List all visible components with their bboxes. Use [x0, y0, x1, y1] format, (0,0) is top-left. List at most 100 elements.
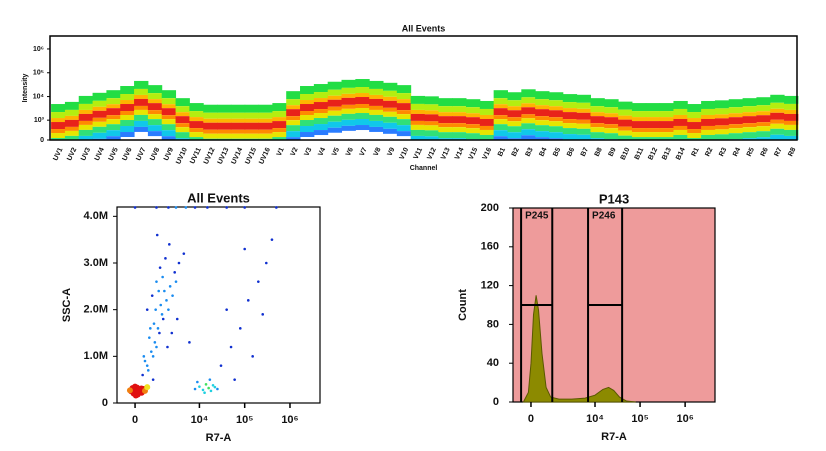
intensity-band: [230, 129, 246, 134]
event-point: [160, 313, 164, 316]
x-tick-label: B11: [634, 147, 646, 161]
event-point: [151, 355, 155, 358]
event-point: [152, 322, 156, 325]
intensity-band: [452, 112, 467, 117]
intensity-band: [175, 106, 190, 113]
intensity-band: [244, 122, 260, 130]
intensity-band: [438, 116, 453, 124]
event-point: [145, 364, 149, 367]
intensity-band: [106, 90, 121, 99]
y-tick-label: 10³: [34, 117, 45, 124]
intensity-band: [300, 104, 315, 112]
intensity-band: [535, 137, 550, 140]
intensity-band: [383, 96, 398, 101]
y-tick-label: 0: [493, 396, 499, 408]
intensity-band: [714, 125, 730, 130]
event-point: [161, 317, 165, 321]
intensity-band: [548, 110, 564, 118]
intensity-band: [92, 110, 107, 118]
intensity-band: [673, 134, 688, 140]
intensity-band: [383, 82, 398, 91]
intensity-band: [341, 93, 356, 98]
event-point: [251, 355, 254, 358]
x-tick-label: UV8: [149, 147, 161, 162]
intensity-band: [714, 108, 730, 115]
intensity-band: [479, 114, 495, 119]
intensity-band: [659, 121, 674, 129]
x-tick-label: UV15: [244, 147, 258, 166]
intensity-band: [631, 137, 647, 140]
intensity-band: [410, 135, 425, 140]
intensity-band: [134, 94, 149, 99]
intensity-band: [687, 104, 702, 113]
intensity-band: [258, 133, 273, 139]
intensity-band: [576, 94, 591, 103]
x-tick-label: UV7: [135, 147, 147, 162]
intensity-band: [756, 97, 771, 106]
x-tick-label: UV1: [52, 147, 64, 162]
intensity-band: [341, 108, 356, 114]
chart-title: All Events: [187, 190, 250, 205]
intensity-band: [396, 93, 412, 100]
x-tick-label: UV3: [80, 147, 92, 162]
intensity-band: [64, 135, 80, 140]
y-tick-label: 200: [481, 202, 499, 214]
intensity-band: [479, 100, 495, 109]
intensity-band: [120, 132, 135, 138]
intensity-band: [521, 107, 536, 115]
intensity-band: [548, 106, 564, 111]
intensity-band: [701, 129, 716, 135]
y-axis-label: SSC-A: [61, 288, 73, 322]
intensity-band: [535, 120, 550, 126]
intensity-band: [493, 136, 508, 140]
event-point: [155, 345, 158, 349]
intensity-band: [659, 111, 674, 118]
intensity-band: [507, 126, 522, 133]
y-tick-label: 3.0M: [84, 257, 108, 269]
x-axis-label: Channel: [410, 165, 438, 172]
event-point: [155, 233, 159, 237]
intensity-band: [203, 104, 218, 113]
intensity-band: [493, 108, 508, 116]
event-point: [177, 261, 181, 265]
event-point: [165, 299, 168, 302]
y-tick-label: 4.0M: [84, 210, 108, 222]
event-point: [193, 387, 197, 391]
intensity-band: [687, 118, 702, 123]
x-tick-label: V12: [426, 147, 438, 161]
intensity-band: [92, 92, 107, 101]
event-point: [246, 299, 250, 302]
intensity-band: [770, 102, 785, 109]
intensity-band: [286, 116, 301, 121]
event-point: [201, 388, 205, 392]
intensity-band: [244, 112, 260, 119]
intensity-band: [313, 98, 329, 103]
intensity-band: [78, 95, 94, 104]
intensity-band: [175, 116, 190, 124]
intensity-band: [742, 132, 757, 139]
intensity-band: [770, 108, 785, 113]
y-axis-label: Count: [457, 289, 469, 321]
intensity-band: [78, 124, 94, 130]
intensity-band: [438, 98, 453, 107]
intensity-band: [355, 113, 370, 120]
intensity-band: [535, 131, 550, 138]
intensity-band: [535, 105, 550, 110]
intensity-band: [548, 132, 564, 139]
event-point: [204, 383, 208, 386]
intensity-band: [106, 124, 121, 131]
intensity-band: [424, 110, 439, 115]
intensity-band: [742, 123, 757, 128]
intensity-band: [161, 130, 177, 137]
intensity-band: [369, 109, 384, 115]
intensity-band: [369, 94, 384, 99]
intensity-band: [701, 125, 716, 130]
intensity-band: [410, 124, 425, 130]
intensity-band: [327, 127, 343, 133]
intensity-band: [147, 114, 163, 120]
intensity-band: [286, 125, 301, 132]
event-point: [198, 385, 201, 388]
event-point: [225, 308, 228, 311]
intensity-band: [687, 138, 702, 140]
x-tick-label: V5: [331, 147, 341, 158]
